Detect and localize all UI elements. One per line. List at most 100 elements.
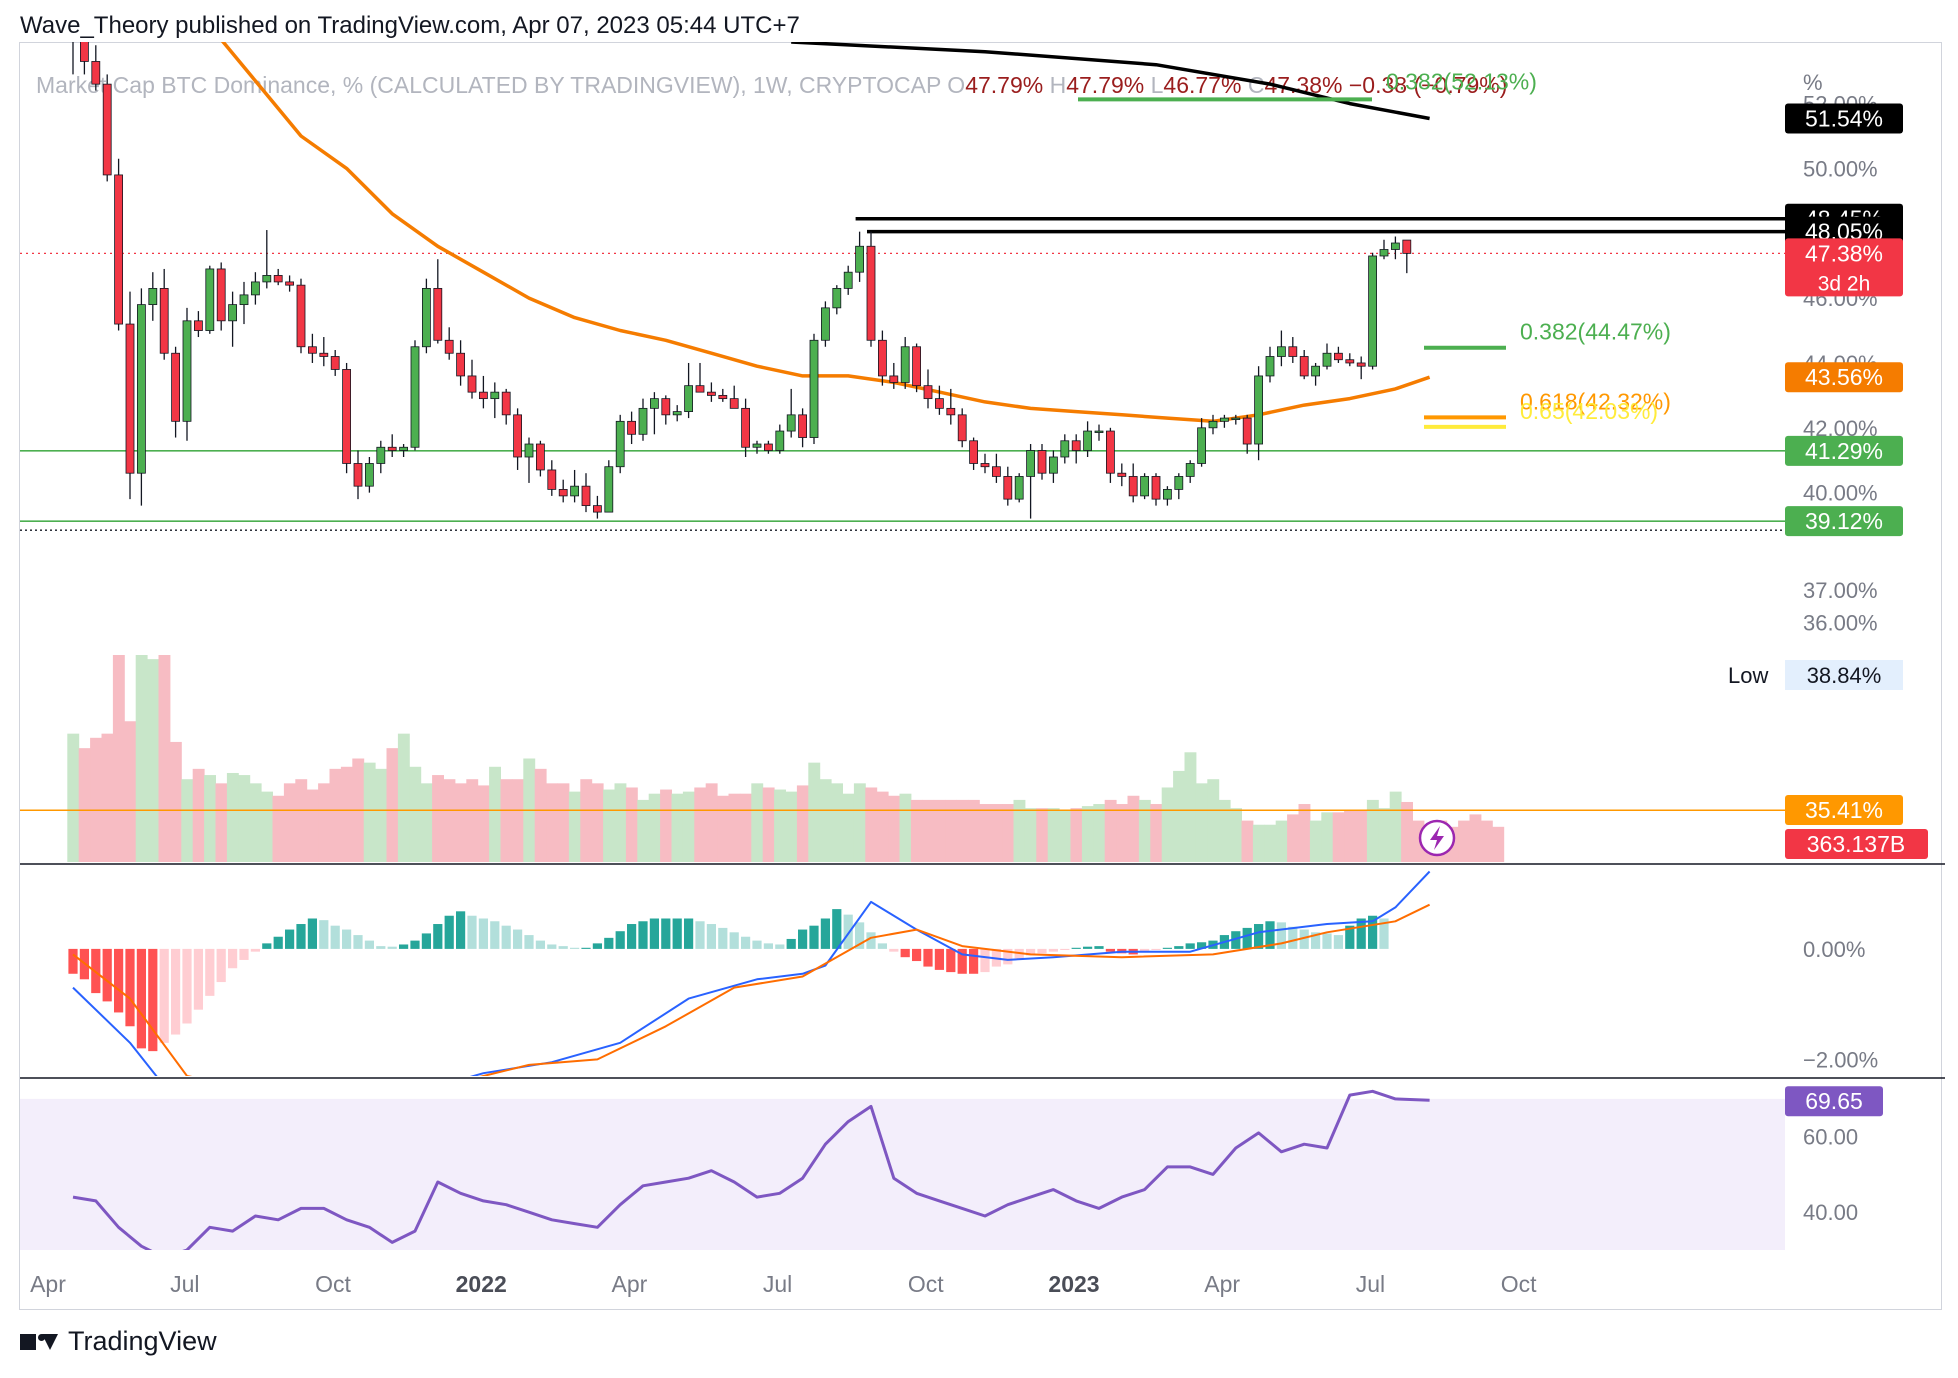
candle-body-down	[593, 505, 602, 513]
candle-body-down	[1288, 346, 1298, 357]
candle-body-down	[980, 463, 990, 468]
volume-bar	[762, 787, 775, 862]
candle-body-down	[695, 385, 705, 393]
candle	[296, 278, 306, 354]
tradingview-brand: TradingView	[68, 1326, 217, 1356]
volume-bar	[409, 766, 422, 862]
volume-bar	[78, 748, 91, 862]
candle-body-down	[1345, 359, 1355, 364]
candle	[1345, 353, 1355, 367]
candle	[524, 437, 534, 483]
macd-histogram-bar	[843, 914, 853, 949]
candle-body-down	[878, 339, 887, 377]
candle-body-up	[1060, 440, 1070, 458]
volume-bar	[1458, 820, 1470, 862]
macd-histogram-bar	[1254, 924, 1264, 949]
volume-bar	[1161, 787, 1174, 862]
macd-histogram-bar	[741, 936, 751, 949]
volume-bar	[204, 775, 216, 862]
macd-histogram-bar	[1288, 926, 1298, 949]
candle-body-down	[1106, 430, 1115, 474]
volume-bar	[808, 762, 821, 862]
candle-body-up	[1094, 430, 1104, 433]
candle	[752, 440, 762, 454]
macd-histogram-bar	[467, 915, 477, 949]
macd-histogram-bar	[1083, 946, 1093, 949]
candle-body-down	[80, 42, 89, 62]
volume-bar	[751, 783, 764, 862]
macd-histogram-bar	[239, 948, 249, 960]
candle	[262, 230, 272, 289]
candle	[239, 281, 249, 325]
candle	[80, 42, 89, 75]
volume-bar	[329, 768, 342, 862]
volume-bar	[1366, 799, 1379, 862]
candle	[729, 385, 739, 409]
time-axis-tick: Oct	[1501, 1271, 1537, 1297]
macd-histogram-bar	[524, 935, 534, 949]
candle-body-down	[1151, 476, 1161, 500]
candle-body-up	[1197, 427, 1206, 464]
macd-histogram-bar	[980, 948, 990, 973]
macd-histogram-bar	[649, 918, 659, 949]
volume-bar	[363, 762, 376, 862]
macd-histogram-bar	[775, 944, 785, 949]
macd-histogram-bar	[934, 948, 944, 970]
candle	[604, 460, 614, 513]
volume-bar	[397, 733, 410, 862]
volume-bar	[671, 793, 684, 862]
candle	[695, 362, 705, 393]
volume-bar	[591, 783, 604, 862]
candle	[1128, 463, 1138, 503]
volume-bar	[1081, 806, 1094, 862]
candle	[1049, 450, 1058, 483]
fib-level-label: 0.382(44.47%)	[1520, 319, 1671, 345]
macd-histogram-bar	[809, 925, 819, 949]
candle-body-down	[1356, 362, 1366, 367]
volume-bar	[1480, 820, 1493, 862]
macd-histogram-bar	[1345, 925, 1355, 949]
candle	[969, 437, 978, 470]
candle-body-down	[513, 414, 522, 458]
candle	[855, 231, 864, 282]
volume-bar	[774, 789, 786, 862]
candle-body-up	[239, 294, 249, 306]
volume-bar	[1412, 820, 1425, 862]
candle	[536, 440, 545, 477]
macd-histogram-bar	[615, 931, 625, 949]
candle	[228, 291, 238, 347]
volume-bar	[557, 783, 570, 862]
candle	[456, 340, 466, 386]
volume-bar	[169, 741, 182, 862]
macd-histogram-bar	[684, 918, 694, 949]
candle-body-down	[912, 346, 921, 387]
candle	[935, 385, 944, 415]
candle-body-up	[650, 398, 659, 409]
legend-close-label: C	[1247, 72, 1265, 98]
macd-histogram-bar	[1060, 948, 1070, 950]
candle	[832, 285, 842, 315]
legend-symbol: Market Cap BTC Dominance, % (CALCULATED …	[36, 72, 941, 98]
candle-body-down	[764, 443, 773, 451]
candle	[330, 350, 340, 376]
candle	[558, 479, 568, 503]
candle	[684, 362, 693, 419]
macd-histogram-bar	[604, 937, 614, 949]
low-marker-value: 38.84%	[1807, 663, 1882, 688]
candle-body-up	[410, 346, 420, 448]
price-tag-text: 41.29%	[1805, 438, 1883, 464]
volume-bar	[945, 799, 957, 862]
candle-body-up	[638, 407, 648, 435]
candle-body-down	[387, 446, 397, 451]
price-tag	[1785, 238, 1903, 297]
volume-bar	[831, 783, 843, 862]
volume-bar	[910, 799, 923, 862]
candle	[878, 330, 887, 386]
candle-body-down	[889, 375, 899, 383]
candle-body-down	[467, 375, 477, 393]
volume-bar	[101, 733, 114, 862]
volume-bar	[112, 655, 125, 862]
candle-body-up	[1140, 476, 1149, 497]
volume-bar	[705, 783, 718, 862]
